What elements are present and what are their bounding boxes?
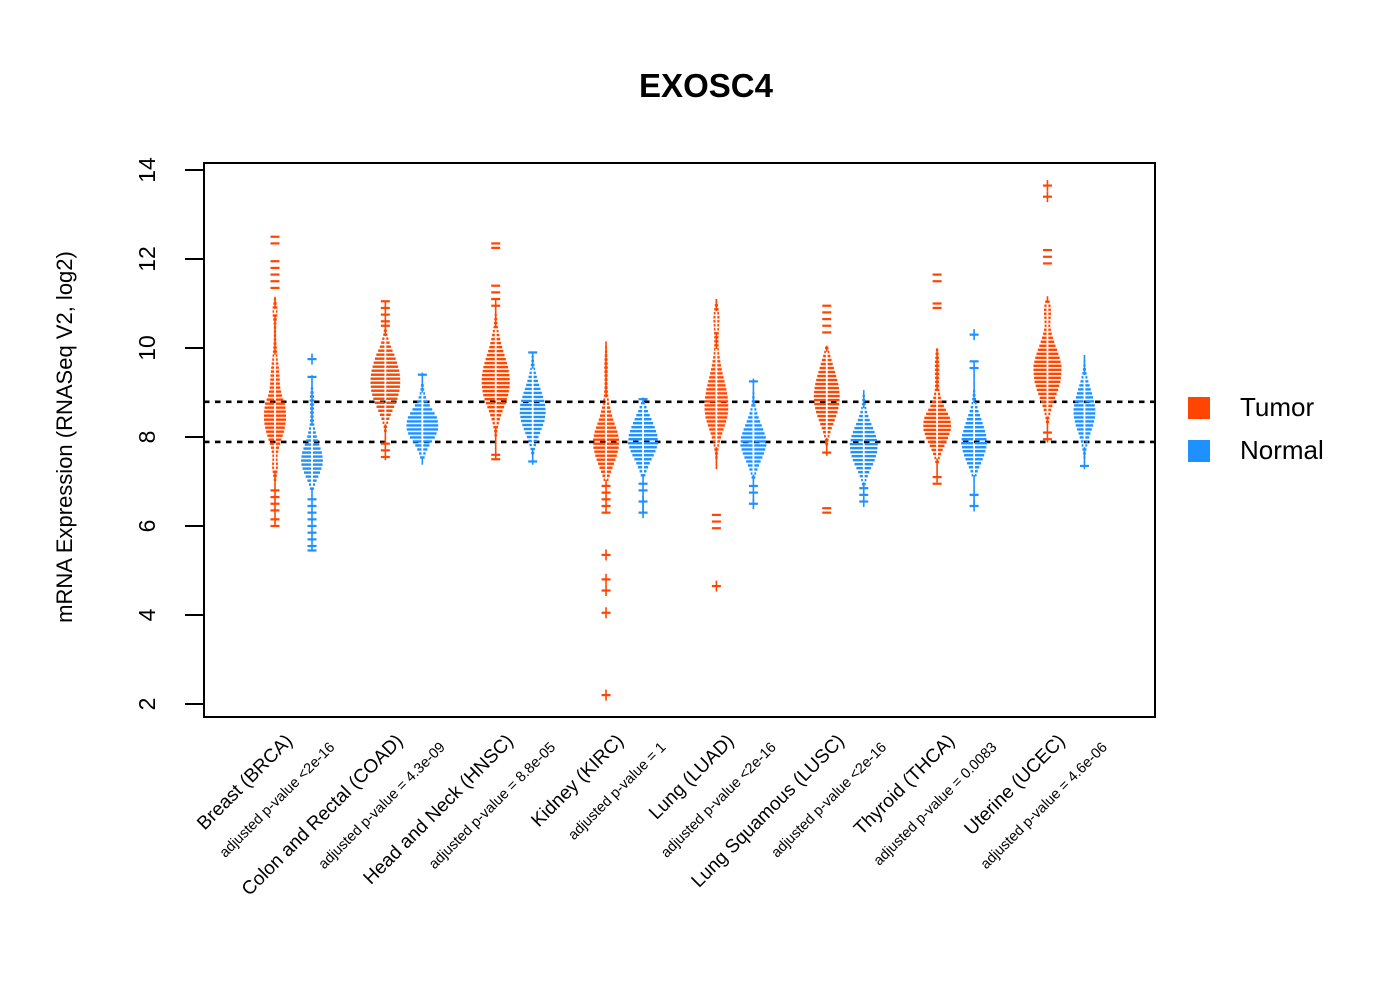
violin-LUAD-tumor	[704, 298, 729, 592]
violin-COAD-tumor	[370, 300, 401, 461]
violin-BRCA-tumor	[264, 235, 286, 528]
legend-label-normal: Normal	[1240, 435, 1324, 465]
violin-LUAD-normal	[740, 378, 767, 510]
y-axis-label: mRNA Expression (RNASeq V2, log2)	[52, 251, 77, 623]
y-tick-label: 6	[134, 520, 160, 533]
violin-LUSC-normal	[849, 390, 878, 508]
y-tick-label: 14	[134, 157, 160, 183]
violin-COAD-normal	[406, 372, 439, 465]
violin-THCA-tumor	[923, 273, 951, 485]
y-tick-label: 4	[134, 608, 160, 621]
violin-LUSC-tumor	[813, 304, 840, 514]
violin-UCEC-normal	[1073, 355, 1096, 470]
violin-UCEC-tumor	[1033, 180, 1062, 443]
x-label-BRCA: Breast (BRCA)	[193, 731, 297, 835]
y-tick-label: 8	[134, 431, 160, 444]
violin-BRCA-normal	[301, 353, 323, 552]
plot-box	[203, 162, 1156, 718]
y-tick-label: 12	[134, 246, 160, 272]
legend-label-tumor: Tumor	[1240, 392, 1314, 422]
violin-KIRC-normal	[628, 397, 659, 519]
y-tick-label: 10	[134, 335, 160, 361]
chart-title: EXOSC4	[639, 67, 774, 104]
y-tick-label: 2	[134, 698, 160, 711]
violin-KIRC-tumor	[593, 341, 620, 701]
violin-HNSC-normal	[519, 351, 546, 465]
violin-THCA-normal	[961, 329, 988, 512]
legend-swatch-tumor	[1188, 397, 1210, 419]
legend-swatch-normal	[1188, 440, 1210, 462]
violin-HNSC-tumor	[481, 242, 510, 461]
